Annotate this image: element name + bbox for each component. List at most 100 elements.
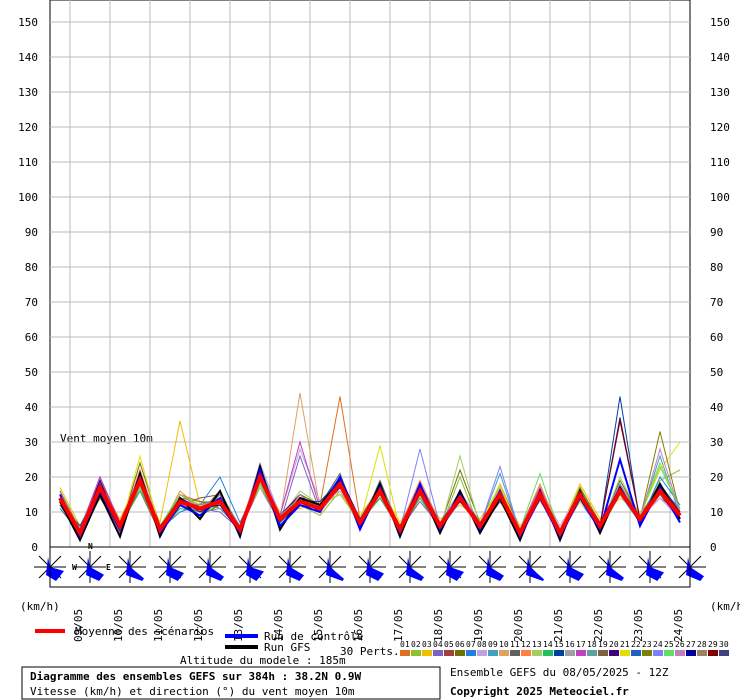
x-tick-label: 10/05 xyxy=(112,609,125,642)
legend-swatch xyxy=(466,650,476,656)
legend-label: 26 xyxy=(675,640,685,649)
legend-label: 08 xyxy=(477,640,487,649)
series-line xyxy=(58,471,682,538)
legend-swatch xyxy=(433,650,443,656)
y-tick-label: 80 xyxy=(710,261,723,274)
legend-label: 10 xyxy=(499,640,509,649)
legend-label: 04 xyxy=(433,640,443,649)
y-tick-label: 140 xyxy=(710,51,730,64)
y-tick-label: 50 xyxy=(25,366,38,379)
legend-swatch xyxy=(488,650,498,656)
rose-wedge xyxy=(286,557,304,581)
legend-label: 01 xyxy=(400,640,410,649)
legend-label: 29 xyxy=(708,640,718,649)
altitude: Altitude du modele : 185m xyxy=(180,654,346,667)
x-tick-label: 20/05 xyxy=(512,609,525,642)
y-tick-label: 60 xyxy=(710,331,723,344)
y-tick-label: 70 xyxy=(710,296,723,309)
y-tick-label: 130 xyxy=(18,86,38,99)
legend-swatch xyxy=(664,650,674,656)
rose-wedge xyxy=(166,557,184,581)
rose-wedge xyxy=(206,557,224,581)
legend-label: Run GFS xyxy=(264,641,310,654)
x-tick-label: 14/05 xyxy=(272,609,285,642)
rose-wedge xyxy=(326,557,344,581)
y-tick-label: 140 xyxy=(18,51,38,64)
x-tick-label: 22/05 xyxy=(592,609,605,642)
subtitle: Vitesse (km/h) et direction (°) du vent … xyxy=(30,685,355,698)
y-tick-label: 90 xyxy=(710,226,723,239)
legend-label: 11 xyxy=(510,640,520,649)
x-tick-label: 09/05 xyxy=(72,609,85,642)
y-tick-label: 150 xyxy=(710,16,730,29)
y-tick-label: 120 xyxy=(18,121,38,134)
y-tick-label: 150 xyxy=(18,16,38,29)
legend-swatch xyxy=(675,650,685,656)
x-tick-label: 18/05 xyxy=(432,609,445,642)
legend-swatch xyxy=(510,650,520,656)
rose-wedge xyxy=(46,557,64,581)
legend-swatch xyxy=(609,650,619,656)
copyright: Copyright 2025 Meteociel.fr xyxy=(450,685,629,698)
legend-swatch xyxy=(642,650,652,656)
legend-label: 23 xyxy=(642,640,652,649)
x-tick-label: 17/05 xyxy=(392,609,405,642)
legend-swatch xyxy=(686,650,696,656)
y-tick-label: 120 xyxy=(710,121,730,134)
legend-label: 27 xyxy=(686,640,696,649)
legend-label: 02 xyxy=(411,640,421,649)
x-tick-label: 11/05 xyxy=(152,609,165,642)
legend-swatch xyxy=(554,650,564,656)
y-tick-label: 40 xyxy=(710,401,723,414)
y-tick-label: 90 xyxy=(25,226,38,239)
y-tick-label: 40 xyxy=(25,401,38,414)
y-tick-label: 130 xyxy=(710,86,730,99)
y-tick-label: 10 xyxy=(25,506,38,519)
rose-wedge xyxy=(486,557,504,581)
rose-wedge xyxy=(606,557,624,581)
legend-swatch xyxy=(411,650,421,656)
legend-label: 22 xyxy=(631,640,641,649)
legend-label: 19 xyxy=(598,640,608,649)
legend-label: 12 xyxy=(521,640,531,649)
run-info: Ensemble GEFS du 08/05/2025 - 12Z xyxy=(450,666,669,679)
y-tick-label: 100 xyxy=(18,191,38,204)
rose-wedge xyxy=(126,557,144,581)
legend-label: Run de contrôle xyxy=(264,630,363,643)
legend-swatch xyxy=(477,650,487,656)
title: Diagramme des ensembles GEFS sur 384h : … xyxy=(30,670,362,683)
y-unit: (km/h) xyxy=(710,600,740,613)
x-tick-label: 23/05 xyxy=(632,609,645,642)
y-tick-label: 30 xyxy=(710,436,723,449)
legend-label: 25 xyxy=(664,640,674,649)
y-tick-label: 50 xyxy=(710,366,723,379)
legend-swatch xyxy=(631,650,641,656)
compass-e: E xyxy=(106,563,111,572)
x-tick-label: 15/05 xyxy=(312,609,325,642)
legend-label: 16 xyxy=(565,640,575,649)
plot-frame xyxy=(49,0,691,548)
y-tick-label: 10 xyxy=(710,506,723,519)
y-tick-label: 0 xyxy=(710,541,717,554)
x-tick-label: 13/05 xyxy=(232,609,245,642)
y-tick-label: 70 xyxy=(25,296,38,309)
legend-label: 09 xyxy=(488,640,498,649)
x-tick-label: 21/05 xyxy=(552,609,565,642)
legend-swatch xyxy=(565,650,575,656)
y-tick-label: 30 xyxy=(25,436,38,449)
legend-swatch xyxy=(543,650,553,656)
rose-wedge xyxy=(566,557,584,581)
rose-wedge xyxy=(86,557,104,581)
legend-label: 07 xyxy=(466,640,476,649)
y-tick-label: 110 xyxy=(710,156,730,169)
legend-label: 24 xyxy=(653,640,663,649)
legend-swatch xyxy=(422,650,432,656)
legend-label: 15 xyxy=(554,640,564,649)
rose-wedge xyxy=(686,557,704,581)
legend-swatch xyxy=(521,650,531,656)
y-tick-label: 0 xyxy=(31,541,38,554)
legend-swatch xyxy=(620,650,630,656)
legend-swatch xyxy=(719,650,729,656)
legend-swatch xyxy=(697,650,707,656)
rose-frame xyxy=(49,546,691,588)
